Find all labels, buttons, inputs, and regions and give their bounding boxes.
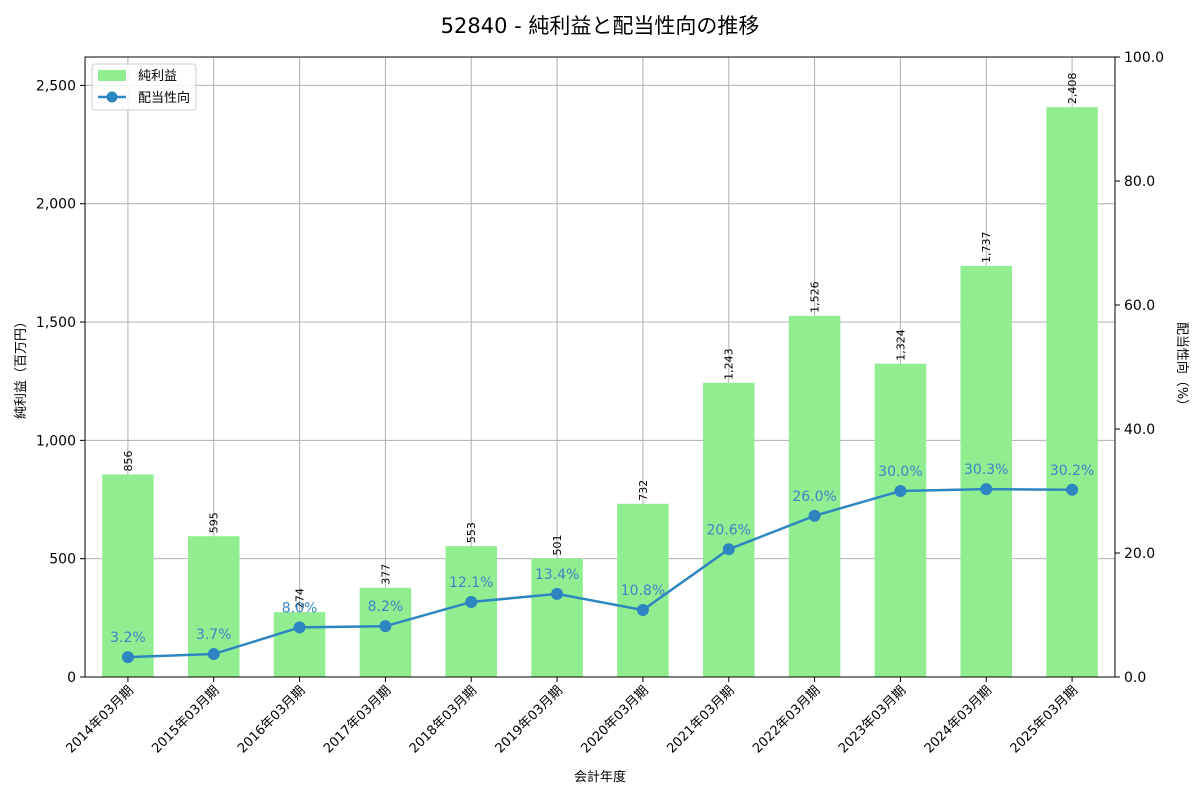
- y-tick-label-right: 80.0: [1124, 174, 1155, 190]
- y-tick-label-left: 0: [67, 670, 76, 686]
- x-tick-label: 2025年03月期: [1008, 683, 1081, 756]
- x-tick-label: 2015年03月期: [149, 683, 222, 756]
- legend-swatch-bar: [98, 70, 126, 81]
- bar: [703, 382, 755, 677]
- line-point: [121, 651, 134, 664]
- y-tick-label-right: 40.0: [1124, 422, 1155, 438]
- bar: [1046, 107, 1098, 677]
- bar: [102, 474, 154, 677]
- bar-value-label: 856: [122, 450, 135, 471]
- line-value-label: 30.3%: [964, 462, 1008, 478]
- line-value-label: 20.6%: [707, 522, 751, 538]
- line-value-label: 8.2%: [368, 599, 404, 615]
- line-value-label: 12.1%: [449, 575, 493, 591]
- y-tick-label-left: 500: [49, 552, 76, 568]
- line-value-label: 26.0%: [792, 489, 836, 505]
- line-point: [379, 620, 392, 633]
- legend-label-line: 配当性向: [138, 90, 190, 106]
- bar-value-label: 377: [379, 564, 392, 585]
- line-series: [121, 483, 1079, 664]
- bar: [960, 265, 1012, 677]
- bar-series: [102, 107, 1098, 677]
- y-tick-label-right: 60.0: [1124, 298, 1155, 314]
- line-point: [980, 483, 993, 496]
- line-point: [551, 587, 564, 600]
- line-point: [808, 509, 821, 522]
- line-value-label: 13.4%: [535, 567, 579, 583]
- line-value-label: 30.0%: [878, 464, 922, 480]
- x-axis-label: 会計年度: [574, 769, 626, 785]
- line-point: [293, 621, 306, 634]
- bar-value-label: 1,526: [809, 281, 822, 313]
- line-value-label: 3.7%: [196, 627, 232, 643]
- y-tick-label-left: 1,500: [36, 315, 76, 331]
- chart-title: 52840 - 純利益と配当性向の推移: [441, 14, 760, 38]
- bar-value-label: 1,324: [894, 329, 907, 361]
- x-tick-label: 2014年03月期: [63, 683, 136, 756]
- right-axis: 0.0 20.0 40.0 60.0 80.0 100.0: [1115, 50, 1164, 686]
- bar: [531, 558, 583, 677]
- x-tick-label: 2020年03月期: [578, 683, 651, 756]
- y-tick-label-right: 100.0: [1124, 50, 1164, 66]
- line-point: [465, 595, 478, 608]
- y-tick-label-left: 1,000: [36, 433, 76, 449]
- x-tick-label: 2019年03月期: [493, 683, 566, 756]
- left-axis: 0 500 1,000 1,500 2,000 2,500: [36, 78, 85, 686]
- line-point: [722, 543, 735, 556]
- bar-value-label: 595: [208, 512, 221, 533]
- line-value-label: 10.8%: [621, 583, 665, 599]
- bar: [788, 315, 841, 677]
- bar-value-label: 2,408: [1066, 73, 1079, 105]
- bar-value-label: 274: [294, 588, 307, 609]
- x-tick-label: 2017年03月期: [321, 683, 394, 756]
- bar: [874, 363, 927, 677]
- x-tick-label: 2021年03月期: [664, 683, 737, 756]
- plot-frame: [84, 56, 1116, 678]
- bar-value-label: 501: [551, 534, 564, 555]
- bar: [359, 587, 412, 677]
- line-point: [894, 485, 907, 497]
- bar-value-label: 1,737: [980, 231, 993, 263]
- y-tick-label-left: 2,000: [36, 197, 76, 213]
- bar-labels: 856 595 274 377 553 501 732 1,243 1,526 1,324 1,73…: [122, 73, 1079, 609]
- bar: [617, 503, 669, 677]
- line-value-label: 30.2%: [1050, 463, 1094, 479]
- x-tick-label: 2023年03月期: [836, 683, 909, 756]
- legend-label-bar: 純利益: [138, 69, 177, 84]
- bar-value-label: 732: [637, 480, 650, 501]
- bar-value-label: 1,243: [723, 348, 736, 380]
- line-point: [207, 648, 220, 661]
- bar: [445, 546, 497, 677]
- y-axis-label-left: 純利益（百万円）: [14, 315, 29, 419]
- x-tick-label: 2016年03月期: [235, 683, 308, 756]
- bar-value-label: 553: [465, 522, 478, 543]
- line-point: [1066, 483, 1079, 496]
- legend-swatch-marker: [106, 91, 118, 103]
- y-tick-label-right: 0.0: [1124, 670, 1146, 686]
- x-tick-label: 2022年03月期: [750, 683, 823, 756]
- line-value-label: 8.0%: [282, 600, 318, 616]
- line-path: [127, 487, 1073, 659]
- line-labels: 3.2% 3.7% 8.0% 8.2% 12.1% 13.4% 10.8% 20.6% 26.0…: [110, 462, 1094, 646]
- x-tick-label: 2024年03月期: [922, 683, 995, 756]
- line-point: [636, 604, 649, 617]
- x-tick-label: 2018年03月期: [407, 683, 480, 756]
- y-tick-label-right: 20.0: [1124, 546, 1155, 562]
- y-tick-label-left: 2,500: [36, 78, 76, 94]
- x-axis: 2014年03月期 2015年03月期 2016年03月期 2017年03月期 2018…: [63, 677, 1081, 757]
- line-value-label: 3.2%: [110, 630, 146, 646]
- y-axis-label-right: 配当性向（%）: [1174, 322, 1190, 412]
